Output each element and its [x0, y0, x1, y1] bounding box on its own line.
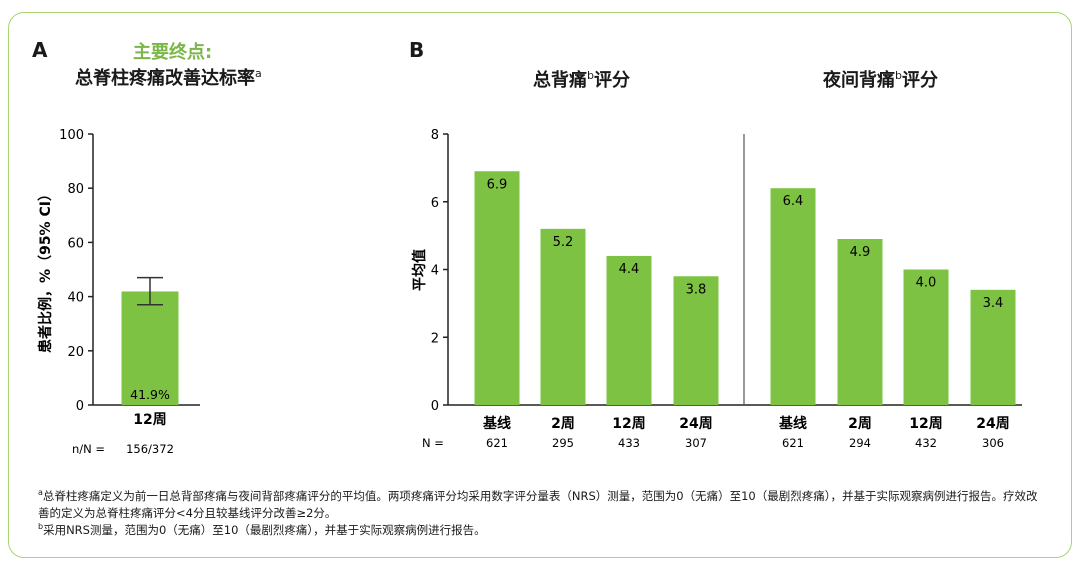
b-y-tick-label: 4 [431, 264, 439, 279]
b-total-bar-value-label: 6.9 [487, 177, 508, 192]
footnote-b: b采用NRS测量，范围为0（无痛）至10（最剧烈疼痛），并基于实际观察病例进行报… [38, 522, 486, 537]
a-y-tick-label: 40 [67, 291, 84, 306]
panel-a-subtitle: 主要终点: [133, 42, 213, 63]
a-y-tick-label: 0 [76, 399, 84, 414]
footnote-a: a总脊柱疼痛定义为前一日总背部疼痛与夜间背部疼痛评分的平均值。两项疼痛评分均采用… [38, 488, 1038, 520]
panel-b-title-total: 总背痛b评分 [533, 69, 630, 91]
b-total-x-tick-label: 2周 [551, 416, 575, 432]
b-total-bar [606, 255, 652, 405]
a-n-label: n/N = [72, 442, 105, 456]
b-total-bar-value-label: 5.2 [553, 235, 574, 250]
b-night-x-tick-label: 24周 [976, 416, 1009, 432]
a-y-tick-label: 60 [67, 236, 84, 251]
b-night-bar-value-label: 3.4 [983, 296, 1004, 311]
b-night-x-tick-label: 12周 [909, 416, 942, 432]
b-total-x-tick-label: 24周 [679, 416, 712, 432]
b-night-n-value: 621 [782, 436, 804, 450]
figure-card [8, 12, 1072, 558]
panel-a-letter: A [32, 38, 48, 62]
b-total-n-value: 295 [552, 436, 574, 450]
a-n-value: 156/372 [126, 442, 174, 456]
b-total-x-tick-label: 12周 [612, 416, 645, 432]
chart-a: 0 20 40 60 80 100 患者比例，%（95% CI） 41.9% 12周 156/37… [37, 128, 200, 456]
b-total-bar-value-label: 4.4 [619, 262, 640, 277]
a-bar [121, 291, 179, 405]
b-night-bar [837, 239, 883, 405]
a-y-tick-label: 20 [67, 345, 84, 360]
panel-a-title: 总脊柱疼痛改善达标率a [75, 67, 262, 89]
b-night-n-value: 306 [982, 436, 1004, 450]
b-night-bar [970, 289, 1016, 405]
b-total-bar [540, 228, 586, 405]
b-total-bar [474, 171, 520, 405]
b-total-x-tick-label: 基线 [483, 415, 511, 432]
a-bar-value-label: 41.9% [130, 387, 170, 402]
b-night-n-value: 294 [849, 436, 871, 450]
b-night-bar-value-label: 6.4 [783, 194, 804, 209]
a-y-tick-label: 80 [67, 182, 84, 197]
b-night-x-tick-label: 2周 [848, 416, 872, 432]
b-total-n-value: 433 [618, 436, 640, 450]
panel-b-letter: B [409, 38, 425, 62]
panel-b-title-night: 夜间背痛b评分 [823, 69, 938, 91]
b-night-bar-value-label: 4.0 [916, 276, 937, 291]
b-night-bar [770, 188, 816, 405]
b-night-bar [903, 269, 949, 405]
b-y-tick-label: 0 [431, 399, 439, 414]
b-n-label: N = [422, 436, 444, 450]
b-y-tick-label: 8 [431, 128, 439, 143]
b-y-axis-label: 平均值 [411, 249, 428, 291]
b-y-tick-label: 6 [431, 196, 439, 211]
a-x-tick-label: 12周 [133, 412, 166, 428]
b-total-bar [673, 276, 719, 405]
b-night-n-value: 432 [915, 436, 937, 450]
chart-b: 0 2 4 6 8 平均值 N = 6.9 基线 621 5.2 2周 295 4.4 12周 433 3.8 2… [411, 128, 1022, 450]
b-total-n-value: 307 [685, 436, 707, 450]
b-total-bar-value-label: 3.8 [686, 282, 707, 297]
b-total-n-value: 621 [486, 436, 508, 450]
a-y-axis-label: 患者比例，%（95% CI） [37, 187, 54, 353]
b-night-bar-value-label: 4.9 [850, 245, 871, 260]
a-y-tick-label: 100 [59, 128, 84, 143]
b-night-x-tick-label: 基线 [779, 415, 807, 432]
b-y-tick-label: 2 [431, 331, 439, 346]
